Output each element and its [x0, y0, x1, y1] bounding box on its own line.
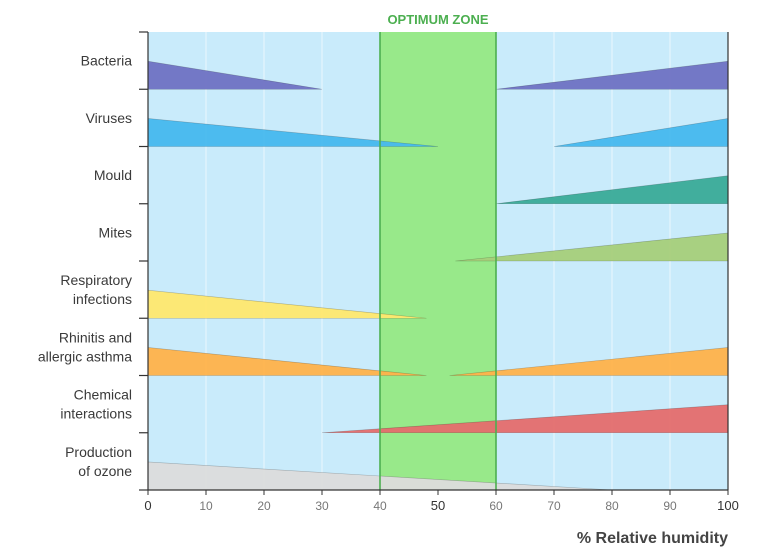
row-label: Respiratory	[60, 272, 132, 288]
x-axis-label: % Relative humidity	[577, 530, 728, 547]
x-tick-label: 100	[717, 498, 739, 513]
axes	[139, 31, 729, 495]
x-tick-label: 0	[144, 498, 151, 513]
x-tick-label: 40	[373, 499, 387, 513]
x-tick-label: 70	[547, 499, 561, 513]
row-label: Bacteria	[81, 53, 133, 69]
x-tick-label: 50	[431, 498, 445, 513]
row-labels: Bacteria Viruses Mould Mites Respiratory infe…	[38, 53, 132, 479]
row-label: allergic asthma	[38, 348, 132, 364]
optimum-zone-label: OPTIMUM ZONE	[387, 12, 488, 27]
row-label: Production	[65, 444, 132, 460]
x-tick-labels: 0 10 20 30 40 50 60 70 80 90 100	[144, 498, 738, 513]
x-tick-label: 90	[663, 499, 677, 513]
x-tick-label: 10	[199, 499, 213, 513]
row-label: Viruses	[86, 110, 132, 126]
x-tick-label: 20	[257, 499, 271, 513]
row-label: Mould	[94, 167, 132, 183]
row-label: infections	[73, 291, 132, 307]
x-tick-label: 60	[489, 499, 503, 513]
x-tick-label: 30	[315, 499, 329, 513]
row-label: Chemical	[74, 387, 132, 403]
row-label: Rhinitis and	[59, 329, 132, 345]
row-label: Mites	[99, 224, 132, 240]
row-label: of ozone	[78, 463, 132, 479]
x-tick-label: 80	[605, 499, 619, 513]
series-wedges	[147, 60, 729, 491]
row-label: interactions	[60, 406, 132, 422]
